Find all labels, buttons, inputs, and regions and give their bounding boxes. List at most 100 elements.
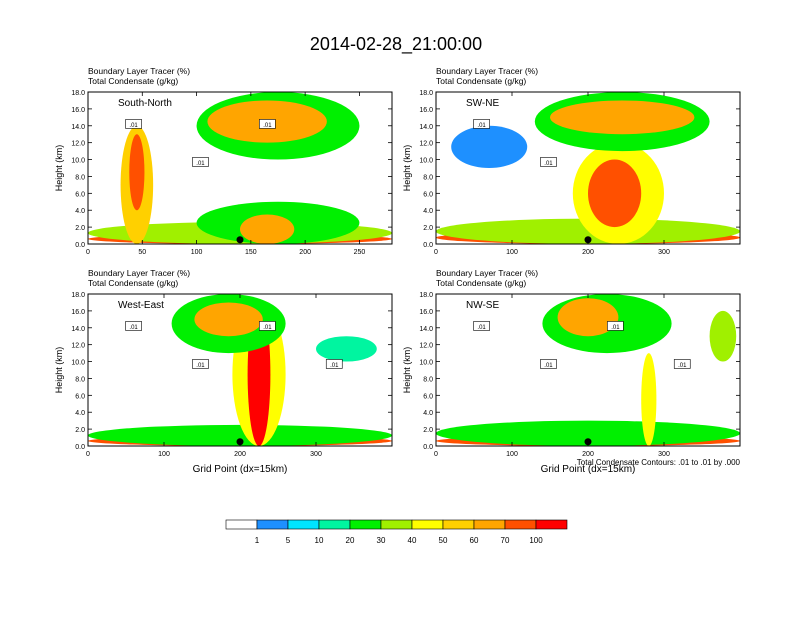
location-marker: [236, 236, 244, 244]
colorbar-label: 10: [315, 536, 324, 545]
x-tick-label: 100: [506, 249, 518, 256]
y-tick-label: 10.0: [71, 158, 85, 165]
tracer-shading: [240, 214, 295, 244]
contour-label-box: [125, 119, 142, 129]
y-tick-label: 16.0: [419, 107, 433, 114]
tracer-shading: [436, 218, 740, 244]
y-tick-label: 4.0: [75, 410, 85, 417]
x-tick-label: 200: [234, 451, 246, 458]
y-tick-label: 10.0: [71, 360, 85, 367]
x-tick-label: 100: [158, 451, 170, 458]
panel-4: 0.0 2.0 4.0 6.0 8.0 10.0 12.0 14.0 16.0 18.0 0 100 2…: [402, 268, 741, 475]
y-tick-label: 10.0: [419, 158, 433, 165]
y-tick-label: 0.0: [75, 444, 85, 451]
y-tick-label: 6.0: [423, 393, 433, 400]
tracer-shading: [550, 100, 695, 135]
x-tick-label: 100: [191, 249, 203, 256]
contour-label: .01: [544, 363, 553, 369]
tracer-shading: [709, 310, 737, 362]
colorbar: 1 5 10 20 30 40 50 60 70 100: [225, 519, 568, 545]
colorbar-swatch: [256, 519, 289, 530]
contour-label: .01: [129, 325, 138, 331]
y-axis-label: Height (km): [402, 145, 412, 192]
panel-title-condensate: Total Condensate (g/kg): [88, 76, 178, 86]
y-tick-label: 8.0: [75, 174, 85, 181]
contour-label-box: [607, 321, 624, 331]
contour-label: .01: [330, 363, 339, 369]
colorbar-label: 20: [346, 536, 355, 545]
colorbar-swatch: [442, 519, 475, 530]
contour-label: .01: [678, 363, 687, 369]
panel-2: 0.0 2.0 4.0 6.0 8.0 10.0 12.0 14.0 16.0 18.0 0 100 2…: [402, 66, 741, 256]
x-tick-label: 0: [434, 249, 438, 256]
tracer-shading: [129, 134, 145, 211]
y-tick-label: 4.0: [75, 208, 85, 215]
contour-label: .01: [263, 123, 272, 129]
location-marker: [584, 438, 592, 446]
contour-label-box: [192, 157, 209, 167]
y-tick-label: 16.0: [71, 107, 85, 114]
contour-label: .01: [196, 363, 205, 369]
y-tick-label: 18.0: [71, 90, 85, 97]
y-tick-label: 2.0: [75, 225, 85, 232]
y-axis-label: Height (km): [54, 145, 64, 192]
contour-label: .01: [477, 123, 486, 129]
contour-label-box: [192, 359, 209, 369]
panel-label: West-East: [118, 300, 164, 311]
y-tick-label: 12.0: [71, 343, 85, 350]
contour-label: .01: [129, 123, 138, 129]
colorbar-swatch: [473, 519, 506, 530]
y-tick-label: 4.0: [423, 208, 433, 215]
x-tick-label: 300: [310, 451, 322, 458]
y-tick-label: 14.0: [419, 326, 433, 333]
contour-label-box: [473, 119, 490, 129]
contour-label-box: [259, 119, 276, 129]
panel-title-tracer: Boundary Layer Tracer (%): [436, 66, 538, 76]
tracer-shading: [194, 302, 263, 337]
y-tick-label: 10.0: [419, 360, 433, 367]
colorbar-label: 40: [408, 536, 417, 545]
y-tick-label: 6.0: [75, 393, 85, 400]
colorbar-label: 30: [377, 536, 386, 545]
contour-label-box: [540, 359, 557, 369]
panel-label: NW-SE: [466, 300, 499, 311]
panel-title-condensate: Total Condensate (g/kg): [436, 76, 526, 86]
x-tick-label: 100: [506, 451, 518, 458]
x-tick-label: 200: [299, 249, 311, 256]
x-tick-label: 200: [582, 249, 594, 256]
y-tick-label: 16.0: [71, 309, 85, 316]
colorbar-swatch: [287, 519, 320, 530]
panels: 0.0 2.0 4.0 6.0 8.0 10.0 12.0 14.0 16.0 18.0 0 50 10…: [54, 66, 741, 475]
y-tick-label: 2.0: [75, 427, 85, 434]
y-axis-label: Height (km): [54, 347, 64, 394]
y-tick-label: 4.0: [423, 410, 433, 417]
figure-title: 2014-02-28_21:00:00: [310, 34, 482, 55]
y-tick-label: 2.0: [423, 225, 433, 232]
colorbar-swatch: [504, 519, 537, 530]
y-tick-label: 6.0: [423, 191, 433, 198]
panel-title-condensate: Total Condensate (g/kg): [88, 278, 178, 288]
shaded-field: [88, 92, 392, 244]
x-axis-label: Grid Point (dx=15km): [541, 464, 636, 475]
tracer-shading: [88, 424, 392, 446]
contour-label: .01: [544, 161, 553, 167]
colorbar-label: 50: [439, 536, 448, 545]
colorbar-label: 100: [529, 536, 543, 545]
tracer-shading: [436, 420, 740, 446]
colorbar-label: 1: [255, 536, 260, 545]
y-tick-label: 18.0: [419, 90, 433, 97]
y-tick-label: 2.0: [423, 427, 433, 434]
colorbar-label: 60: [470, 536, 479, 545]
contour-label-box: [673, 359, 691, 369]
contour-label-box: [540, 157, 557, 167]
tracer-shading: [557, 298, 619, 337]
colorbar-label: 70: [501, 536, 510, 545]
y-tick-label: 14.0: [71, 326, 85, 333]
tracer-shading: [588, 159, 642, 228]
panel-1: 0.0 2.0 4.0 6.0 8.0 10.0 12.0 14.0 16.0 18.0 0 50 10…: [54, 66, 393, 256]
y-tick-label: 6.0: [75, 191, 85, 198]
x-tick-label: 300: [658, 249, 670, 256]
panel-label: SW-NE: [466, 98, 499, 109]
contour-label: .01: [196, 161, 205, 167]
